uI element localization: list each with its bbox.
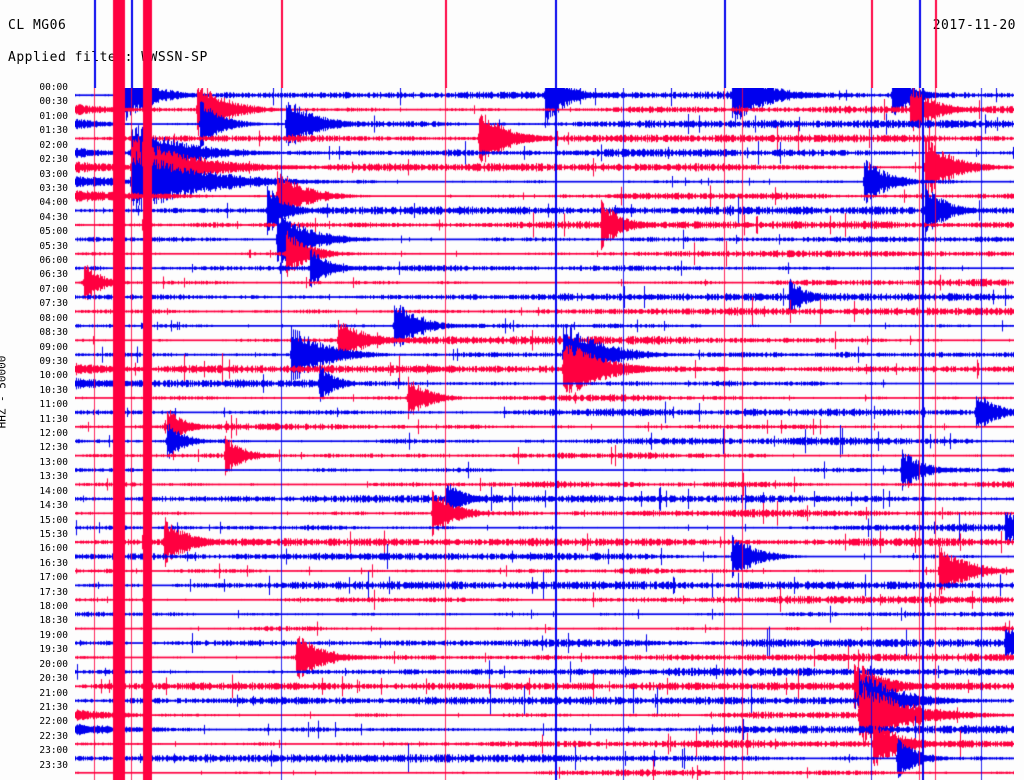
seismogram-plot	[75, 88, 1014, 780]
time-label: 03:00	[39, 168, 68, 180]
time-label: 08:00	[39, 312, 68, 324]
time-label: 02:00	[39, 139, 68, 151]
time-label: 23:00	[39, 745, 68, 757]
time-label: 03:30	[39, 182, 68, 194]
time-label: 04:00	[39, 197, 68, 209]
time-label: 04:30	[39, 211, 68, 223]
time-label: 12:30	[39, 442, 68, 454]
time-label: 06:30	[39, 269, 68, 281]
time-label: 02:30	[39, 154, 68, 166]
time-label: 15:30	[39, 528, 68, 540]
time-label: 11:00	[39, 399, 68, 411]
time-label: 10:00	[39, 370, 68, 382]
time-label: 14:00	[39, 485, 68, 497]
time-label: 08:30	[39, 327, 68, 339]
time-label: 05:30	[39, 240, 68, 252]
station-name: CL MG06	[8, 18, 67, 33]
time-label: 21:30	[39, 701, 68, 713]
time-label: 14:30	[39, 500, 68, 512]
time-label: 18:30	[39, 615, 68, 627]
header-trace-overflow	[75, 0, 1014, 88]
time-label: 17:30	[39, 586, 68, 598]
time-label: 19:00	[39, 629, 68, 641]
time-label: 22:00	[39, 716, 68, 728]
time-label: 23:30	[39, 759, 68, 771]
time-label: 09:30	[39, 355, 68, 367]
time-label: 06:00	[39, 255, 68, 266]
time-label: 12:00	[39, 428, 68, 439]
time-label: 18:00	[39, 601, 68, 612]
time-label: 01:00	[39, 110, 68, 122]
time-label: 10:30	[39, 384, 68, 396]
time-label: 16:30	[39, 557, 68, 569]
time-label: 20:00	[39, 658, 68, 670]
time-label: 05:00	[39, 226, 68, 238]
time-label: 15:00	[39, 514, 68, 526]
time-label: 07:00	[39, 283, 68, 295]
time-label: 19:30	[39, 644, 68, 656]
seismogram-canvas	[75, 88, 1014, 780]
time-label: 17:00	[39, 572, 68, 584]
time-label: 13:00	[39, 456, 68, 468]
time-label: 11:30	[39, 413, 68, 425]
time-label: 07:30	[39, 298, 68, 310]
time-label: 00:00	[39, 82, 68, 93]
time-axis: 00:00 00:30 01:00 01:30 02:00 02:30 03:00 03:30…	[0, 0, 75, 780]
time-label: 00:30	[39, 96, 68, 108]
time-label: 09:00	[39, 341, 68, 353]
time-label: 16:00	[39, 543, 68, 555]
time-label: 22:30	[39, 730, 68, 742]
time-label: 21:00	[39, 687, 68, 699]
time-label: 01:30	[39, 125, 68, 137]
time-label: 20:30	[39, 673, 68, 685]
time-label: 13:30	[39, 471, 68, 483]
